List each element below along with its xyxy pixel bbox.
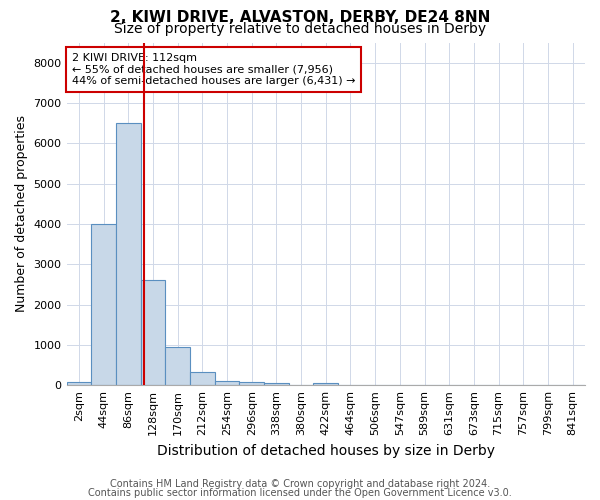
Bar <box>313 383 338 385</box>
Bar <box>116 123 140 385</box>
Text: Size of property relative to detached houses in Derby: Size of property relative to detached ho… <box>114 22 486 36</box>
Y-axis label: Number of detached properties: Number of detached properties <box>15 116 28 312</box>
Bar <box>264 383 289 385</box>
X-axis label: Distribution of detached houses by size in Derby: Distribution of detached houses by size … <box>157 444 495 458</box>
Bar <box>215 380 239 385</box>
Bar <box>91 224 116 385</box>
Text: 2, KIWI DRIVE, ALVASTON, DERBY, DE24 8NN: 2, KIWI DRIVE, ALVASTON, DERBY, DE24 8NN <box>110 10 490 25</box>
Text: Contains HM Land Registry data © Crown copyright and database right 2024.: Contains HM Land Registry data © Crown c… <box>110 479 490 489</box>
Text: 2 KIWI DRIVE: 112sqm
← 55% of detached houses are smaller (7,956)
44% of semi-de: 2 KIWI DRIVE: 112sqm ← 55% of detached h… <box>72 53 355 86</box>
Bar <box>165 347 190 385</box>
Bar <box>67 382 91 385</box>
Text: Contains public sector information licensed under the Open Government Licence v3: Contains public sector information licen… <box>88 488 512 498</box>
Bar <box>140 280 165 385</box>
Bar <box>190 372 215 385</box>
Bar <box>239 382 264 385</box>
